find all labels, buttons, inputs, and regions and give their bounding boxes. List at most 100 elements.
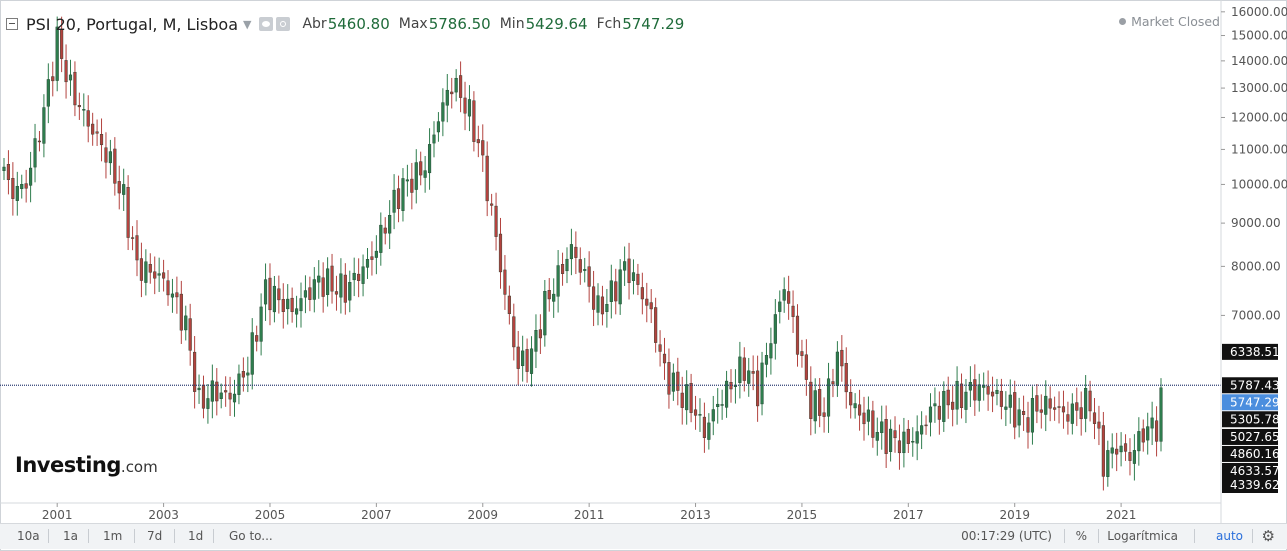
candle[interactable] [569,228,573,276]
candle[interactable] [343,263,347,315]
candle[interactable] [255,325,259,352]
candle[interactable] [840,335,844,382]
candle[interactable] [693,395,698,430]
candle[interactable] [490,193,494,216]
candle[interactable] [529,336,534,387]
candle[interactable] [769,327,773,375]
candle[interactable] [968,366,972,407]
candle[interactable] [1092,398,1097,440]
candle[interactable] [392,174,396,230]
candle[interactable] [600,285,605,326]
candle[interactable] [42,94,46,158]
candle[interactable] [108,139,112,175]
candle[interactable] [906,420,910,453]
candle[interactable] [973,364,977,416]
timeframe-1a[interactable]: 1a [63,529,78,543]
candle[interactable] [583,257,587,283]
candle[interactable] [299,282,303,328]
candle[interactable] [1022,395,1026,431]
timeframe-7d[interactable]: 7d [147,529,163,543]
candle[interactable] [423,156,427,193]
candle[interactable] [733,369,738,404]
candle[interactable] [193,336,197,409]
candle[interactable] [472,91,476,152]
candle[interactable] [1075,387,1079,427]
candle[interactable] [410,162,414,210]
candle[interactable] [272,275,276,323]
candle[interactable] [658,330,662,367]
candle[interactable] [1030,386,1035,445]
candle[interactable] [662,337,667,380]
candle[interactable] [813,378,817,434]
candle[interactable] [897,424,902,470]
candle[interactable] [312,267,316,313]
candle[interactable] [995,378,999,406]
candle[interactable] [290,287,294,323]
candle[interactable] [1159,378,1163,452]
candle[interactable] [676,357,680,406]
candle[interactable] [680,376,684,425]
candle[interactable] [24,169,28,203]
candle[interactable] [197,374,201,404]
candle[interactable] [631,259,636,295]
candle[interactable] [986,370,990,411]
candle[interactable] [711,395,715,436]
candle[interactable] [1119,432,1123,467]
candle[interactable] [436,112,441,142]
candle[interactable] [281,283,285,329]
candle[interactable] [937,391,941,435]
candle[interactable] [224,376,228,407]
candle[interactable] [516,330,520,386]
candle[interactable] [578,247,582,285]
candle[interactable] [15,171,19,216]
candle[interactable] [29,151,33,203]
candle[interactable] [1017,397,1021,438]
candle[interactable] [321,262,325,313]
candle[interactable] [893,416,897,453]
candle[interactable] [6,150,11,195]
candle[interactable] [1101,411,1105,491]
candle[interactable] [46,63,50,124]
candle[interactable] [95,119,99,146]
candle[interactable] [791,290,795,333]
candle[interactable] [432,121,436,158]
candle[interactable] [871,400,875,448]
candle[interactable] [778,290,782,324]
candle[interactable] [144,249,148,296]
candle[interactable] [73,61,77,117]
candle[interactable] [720,389,724,420]
candle[interactable] [1137,417,1141,466]
candle[interactable] [2,157,6,181]
candle[interactable] [188,303,192,366]
candle[interactable] [587,251,591,303]
candle[interactable] [609,264,613,319]
gear-icon[interactable]: ⚙ [1261,527,1275,545]
candle[interactable] [866,396,870,436]
candle[interactable] [959,373,964,419]
candle[interactable] [521,335,525,382]
candle[interactable] [946,376,950,419]
candle[interactable] [277,275,281,314]
candle[interactable] [702,402,706,453]
candle[interactable] [184,305,188,341]
candle[interactable] [507,285,511,325]
candle[interactable] [419,151,423,186]
candle[interactable] [809,366,813,436]
candle[interactable] [494,192,498,251]
candle[interactable] [1154,406,1159,457]
candle[interactable] [259,293,263,356]
candle[interactable] [592,270,596,327]
candle[interactable] [1035,384,1039,424]
candle[interactable] [795,304,800,367]
candle[interactable] [122,168,126,211]
candle[interactable] [707,413,711,450]
candle[interactable] [1070,393,1074,435]
candle[interactable] [117,165,121,210]
candle[interactable] [263,263,268,321]
candle[interactable] [698,398,702,432]
candle[interactable] [782,277,786,313]
candle[interactable] [51,61,55,97]
candle[interactable] [1141,419,1145,452]
candle[interactable] [286,284,290,325]
timeframe-1m[interactable]: 1m [103,529,123,543]
